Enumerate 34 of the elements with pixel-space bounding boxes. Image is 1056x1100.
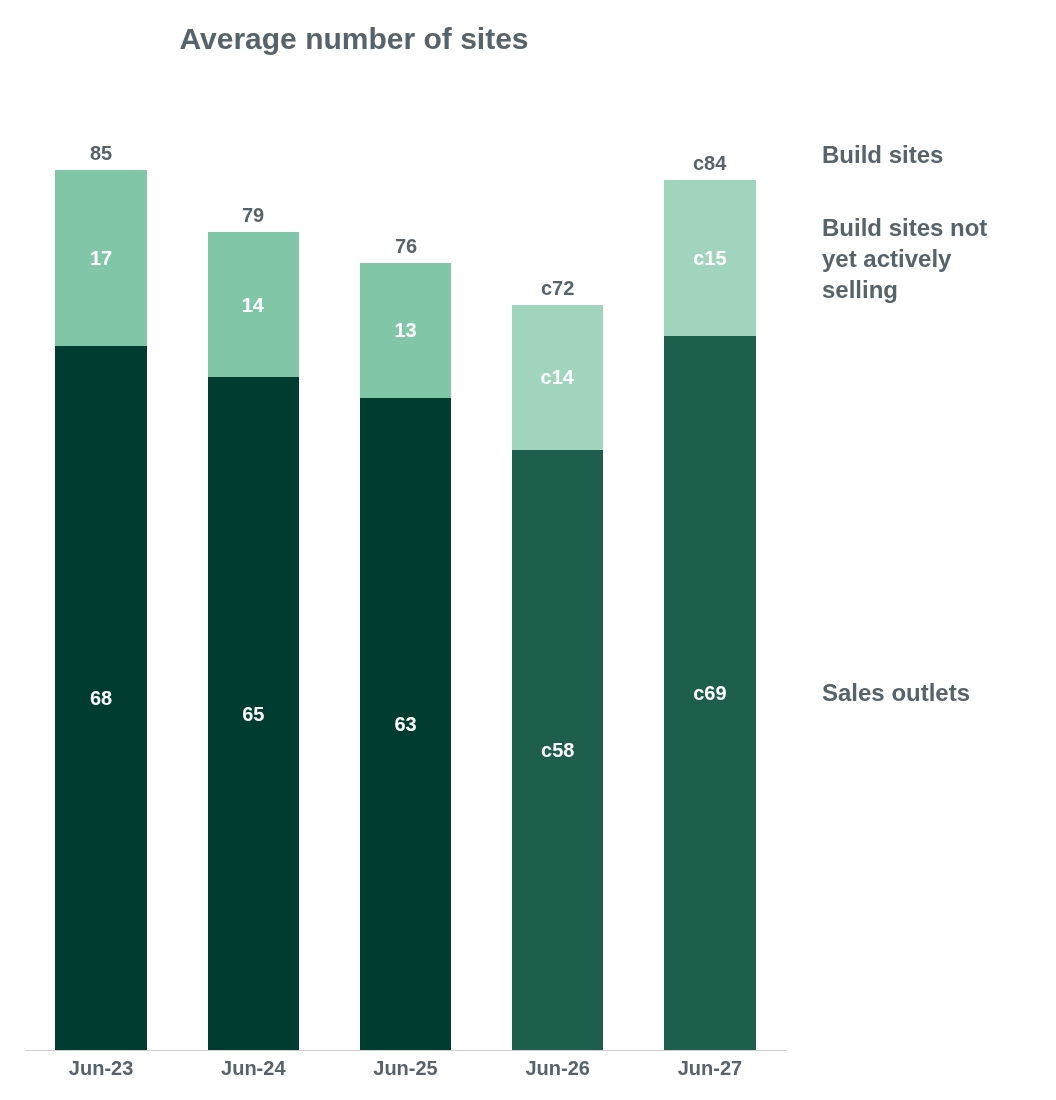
bar: [55, 346, 147, 1050]
bar: [512, 449, 604, 1050]
bar: [55, 170, 147, 346]
x-tick-label: Jun-23: [68, 1057, 134, 1079]
x-tick-label: Jun-24: [221, 1057, 287, 1079]
data-label: c15: [693, 247, 727, 269]
data-label: 14: [241, 293, 265, 316]
total-label: 76: [395, 235, 418, 257]
data-label: 68: [89, 687, 113, 709]
text: Build sites not yet actively selling: [822, 214, 988, 304]
bar: [207, 232, 299, 378]
total-label: c84: [693, 152, 728, 174]
bar: [664, 180, 756, 336]
data-label: 13: [394, 319, 417, 342]
legend-title: Build sites: [822, 141, 944, 168]
x-tick-label: Jun-25: [373, 1057, 438, 1079]
bar: [359, 397, 452, 1050]
x-tick-label: Jun-27: [677, 1057, 743, 1079]
bar: [512, 304, 604, 450]
bar: [664, 335, 756, 1050]
chart-title: Average number of sites: [179, 21, 529, 55]
total-label: c72: [541, 277, 575, 299]
data-label: 17: [89, 247, 113, 269]
data-label: c58: [541, 738, 575, 761]
data-label: 65: [242, 702, 265, 725]
bar: [207, 377, 299, 1050]
data-label: c69: [693, 681, 727, 704]
x-tick-label: Jun-26: [525, 1057, 590, 1079]
data-label: 63: [394, 712, 417, 735]
total-label: 79: [242, 204, 265, 226]
text: Sales outlets: [822, 679, 971, 706]
bar: [359, 263, 452, 398]
total-label: 85: [90, 142, 113, 164]
data-label: c14: [540, 366, 575, 389]
